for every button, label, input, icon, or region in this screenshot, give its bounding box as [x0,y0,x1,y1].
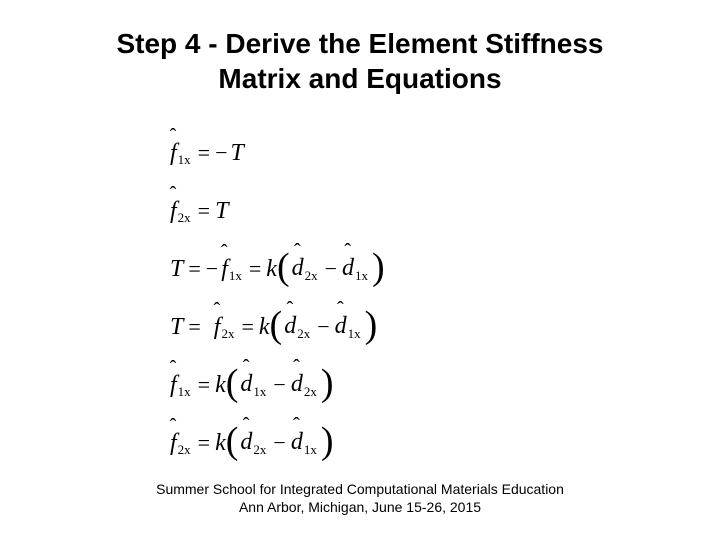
paren-content: d 2x − d 1x [238,429,320,456]
subscript: 2x [305,268,318,284]
paren-left-icon: ( [226,426,239,456]
minus: − [206,256,218,282]
paren-left-icon: ( [270,310,283,340]
var-k: k [215,372,226,399]
var-d-hat: d [240,429,252,456]
subscript: 1x [253,384,266,400]
equation-row: f 1x = − T [170,130,570,176]
var-d-hat: d [292,255,304,282]
minus: − [215,140,227,166]
footer-line-2: Ann Arbor, Michigan, June 15-26, 2015 [239,499,481,515]
equals: = [188,256,200,282]
equation-row: f 2x = k ( d 2x − d 1x ) [170,420,570,466]
equation-row: f 1x = k ( d 1x − d 2x ) [170,362,570,408]
paren-content: d 1x − d 2x [238,371,320,398]
minus: − [273,372,285,398]
paren-left-icon: ( [277,252,290,282]
title-line-1: Step 4 - Derive the Element Stiffness [116,28,603,59]
var-k: k [259,314,270,341]
subscript: 1x [178,384,191,400]
slide-footer: Summer School for Integrated Computation… [0,481,720,516]
equations-block: f 1x = − T f 2x = T T = − f 1x = k ( d [170,130,570,478]
var-d-hat: d [342,255,354,282]
paren-right-icon: ) [321,368,334,398]
minus: − [273,430,285,456]
minus: − [317,314,329,340]
subscript: 1x [229,268,242,284]
var-T: T [170,314,183,341]
var-f-hat: f [214,314,221,341]
var-f-hat: f [170,372,177,399]
paren-group: ( d 2x − d 1x ) [226,428,334,458]
var-k: k [215,430,226,457]
var-k: k [266,256,277,283]
subscript: 2x [178,442,191,458]
subscript: 2x [178,210,191,226]
var-T: T [170,256,183,283]
subscript: 2x [297,326,310,342]
paren-content: d 2x − d 1x [290,255,372,282]
footer-line-1: Summer School for Integrated Computation… [156,481,564,497]
paren-right-icon: ) [372,252,385,282]
var-d-hat: d [240,371,252,398]
subscript: 1x [355,268,368,284]
paren-group: ( d 2x − d 1x ) [270,312,378,342]
var-f-hat: f [170,430,177,457]
var-d-hat: d [335,313,347,340]
var-f-hat: f [170,140,177,167]
equals: = [241,314,253,340]
var-f-hat: f [221,256,228,283]
equation-row: T = − f 1x = k ( d 2x − d 1x ) [170,246,570,292]
equation-row: f 2x = T [170,188,570,234]
subscript: 1x [178,152,191,168]
var-d-hat: d [291,429,303,456]
paren-content: d 2x − d 1x [282,313,364,340]
equals: = [198,430,210,456]
equals: = [198,198,210,224]
var-f-hat: f [170,198,177,225]
slide: Step 4 - Derive the Element Stiffness Ma… [0,0,720,540]
paren-left-icon: ( [226,368,239,398]
paren-group: ( d 1x − d 2x ) [226,370,334,400]
paren-right-icon: ) [365,310,378,340]
var-T: T [215,198,228,225]
minus: − [325,256,337,282]
equals: = [198,140,210,166]
subscript: 2x [253,442,266,458]
paren-right-icon: ) [321,426,334,456]
paren-group: ( d 2x − d 1x ) [277,254,385,284]
equals: = [198,372,210,398]
subscript: 2x [221,326,234,342]
equation-row: T = f 2x = k ( d 2x − d 1x ) [170,304,570,350]
subscript: 1x [304,442,317,458]
subscript: 2x [304,384,317,400]
title-line-2: Matrix and Equations [218,63,501,94]
var-d-hat: d [284,313,296,340]
equals: = [249,256,261,282]
var-T: T [231,140,244,167]
slide-title: Step 4 - Derive the Element Stiffness Ma… [70,26,650,96]
equals: = [188,314,200,340]
var-d-hat: d [291,371,303,398]
subscript: 1x [348,326,361,342]
